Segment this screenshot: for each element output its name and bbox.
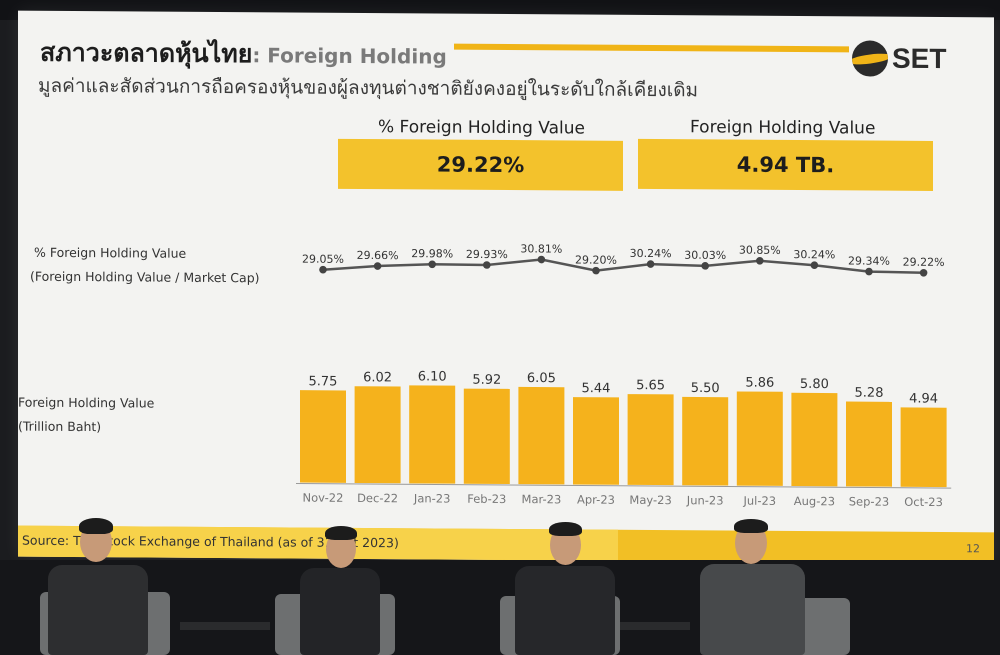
bar	[682, 396, 729, 486]
bar-data-label: 5.92	[472, 373, 501, 388]
bar	[627, 394, 674, 486]
x-tick-label: Jul-23	[742, 494, 776, 508]
bar-data-label: 6.02	[363, 370, 392, 385]
bar	[463, 388, 510, 485]
panelist-suit	[300, 568, 380, 655]
line-series	[322, 258, 924, 275]
line-data-label: 30.81%	[520, 242, 562, 255]
line-data-label: 30.85%	[739, 244, 781, 257]
line-point	[919, 268, 928, 277]
bar	[300, 390, 346, 483]
line-data-label: 29.22%	[903, 256, 945, 269]
panelist-suit	[515, 566, 615, 655]
x-axis	[296, 483, 952, 489]
bar-data-label: 5.44	[582, 381, 611, 396]
line-data-label: 29.98%	[411, 247, 453, 260]
line-point	[756, 256, 764, 265]
panelist-hair	[734, 519, 768, 533]
line-data-label: 29.05%	[302, 253, 344, 266]
x-tick-label: Dec-22	[357, 491, 398, 505]
line-point	[810, 261, 819, 270]
bar	[354, 386, 401, 484]
bar	[518, 386, 565, 485]
bar	[409, 385, 456, 484]
bar-data-label: 5.86	[745, 376, 774, 391]
line-point	[592, 266, 600, 275]
bar-data-label: 5.50	[691, 381, 720, 396]
line-point	[865, 267, 873, 276]
x-tick-label: May-23	[629, 493, 671, 507]
line-point	[646, 260, 655, 268]
x-tick-label: Oct-23	[904, 495, 943, 509]
x-tick-label: Jan-23	[413, 491, 451, 505]
x-tick-label: Nov-22	[303, 491, 344, 505]
bar	[791, 392, 838, 487]
bar	[900, 407, 947, 488]
line-data-label: 29.66%	[357, 249, 399, 262]
line-point	[319, 265, 327, 274]
line-point	[483, 261, 491, 269]
line-data-label: 30.03%	[684, 249, 726, 262]
line-point	[428, 260, 437, 269]
line-data-label: 29.93%	[466, 248, 508, 261]
panelist-hair	[79, 518, 113, 534]
bar-data-label: 6.10	[418, 369, 447, 384]
bar	[736, 391, 783, 486]
line-data-label: 30.24%	[793, 248, 835, 261]
x-tick-label: Mar-23	[522, 492, 562, 506]
panelist-hair	[325, 526, 357, 540]
line-point	[373, 262, 382, 270]
line-data-label: 29.20%	[575, 253, 617, 266]
x-tick-label: Feb-23	[467, 492, 506, 506]
bar-data-label: 5.28	[855, 386, 884, 401]
x-tick-label: Apr-23	[577, 492, 615, 506]
bar-data-label: 5.75	[309, 374, 338, 389]
bar-data-label: 5.80	[800, 377, 829, 392]
page-number: 12	[966, 542, 980, 556]
foreign-holding-chart: 5.75 Nov-22 6.02 Dec-22 6.10 Jan-23 5.92 Feb-23…	[296, 242, 952, 509]
bar	[573, 397, 619, 485]
bar	[846, 401, 892, 487]
panel-stage	[0, 518, 1000, 655]
x-tick-label: Sep-23	[849, 494, 889, 508]
line-data-label: 30.24%	[630, 247, 672, 260]
line-data-label: 29.34%	[848, 254, 890, 267]
projection-screen: สภาวะตลาดหุ้นไทย: Foreign Holding มูลค่า…	[18, 10, 994, 564]
side-table	[180, 622, 270, 630]
bar-data-label: 4.94	[909, 391, 938, 406]
x-tick-label: Aug-23	[794, 494, 835, 508]
x-tick-label: Jun-23	[686, 493, 724, 507]
line-point	[701, 262, 710, 270]
panelist-suit	[48, 565, 148, 655]
bar-data-label: 5.65	[636, 378, 665, 393]
panelist-suit	[700, 564, 805, 655]
panelist-hair	[549, 522, 582, 536]
side-table	[620, 622, 690, 630]
bar-data-label: 6.05	[527, 371, 556, 386]
line-point	[537, 255, 546, 264]
